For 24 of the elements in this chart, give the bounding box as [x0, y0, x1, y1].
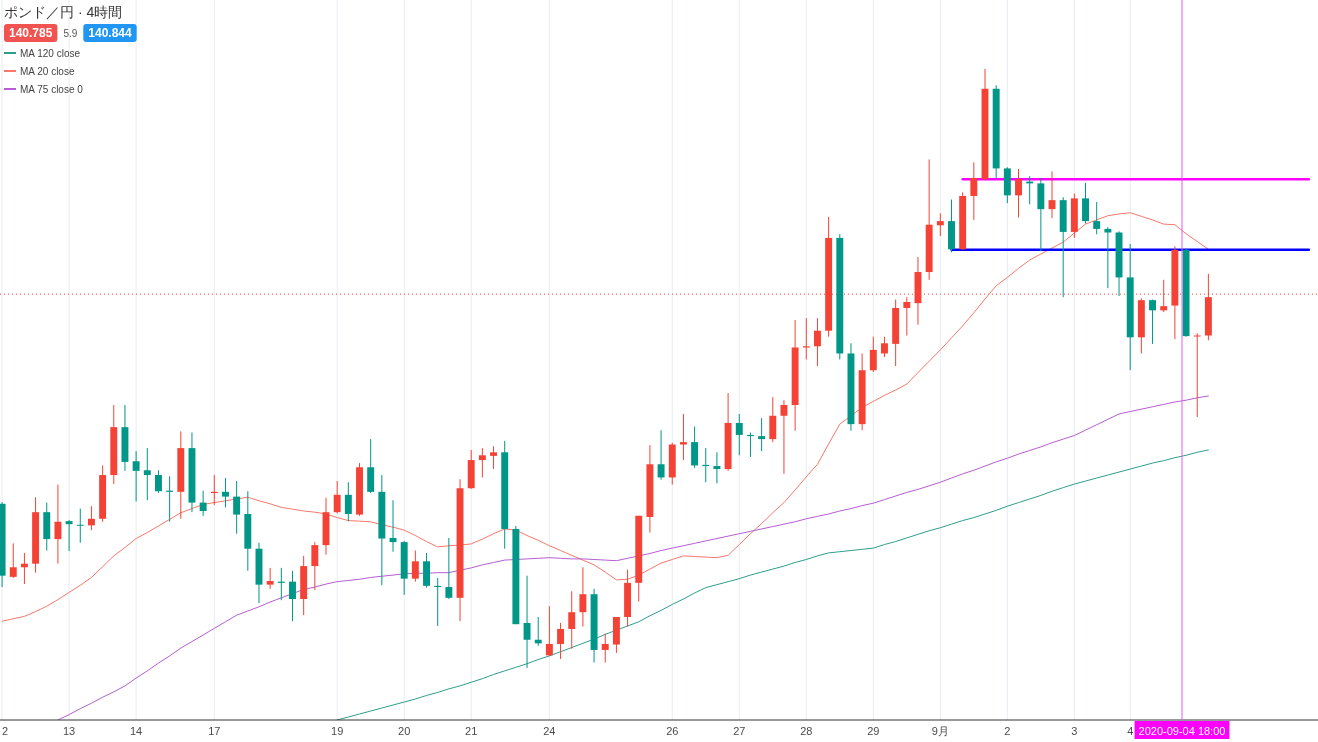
x-tick-label: 2	[1, 725, 9, 737]
x-tick-label: 9月	[931, 725, 949, 737]
x-tick-label: 20	[398, 725, 411, 737]
x-tick-label: 14	[129, 725, 143, 737]
x-tick-label: 13	[62, 725, 76, 737]
x-tick-label: 28	[800, 725, 813, 737]
text: 2020-09-04 18:00	[1138, 725, 1226, 737]
text: 140.844	[88, 26, 132, 40]
legend-label: MA 75 close 0	[20, 84, 84, 95]
x-tick-label: 17	[208, 725, 221, 737]
legend-label: MA 20 close	[20, 66, 75, 77]
x-tick-label: 29	[867, 725, 880, 737]
x-tick-label: 3	[1071, 725, 1078, 737]
chart-title: ポンド／円 · 4時間	[4, 4, 123, 20]
x-tick-label: 2	[1004, 725, 1011, 737]
legend-label: MA 120 close	[20, 48, 81, 59]
text: 5.9	[63, 28, 78, 39]
x-tick-label: 26	[666, 725, 679, 737]
x-tick-label: 27	[733, 725, 746, 737]
x-tick-label: 19	[331, 725, 344, 737]
x-tick-label: 21	[465, 725, 478, 737]
x-tick-label: 4	[1127, 725, 1134, 737]
x-tick-label: 24	[543, 725, 556, 737]
text: 140.785	[9, 26, 53, 40]
